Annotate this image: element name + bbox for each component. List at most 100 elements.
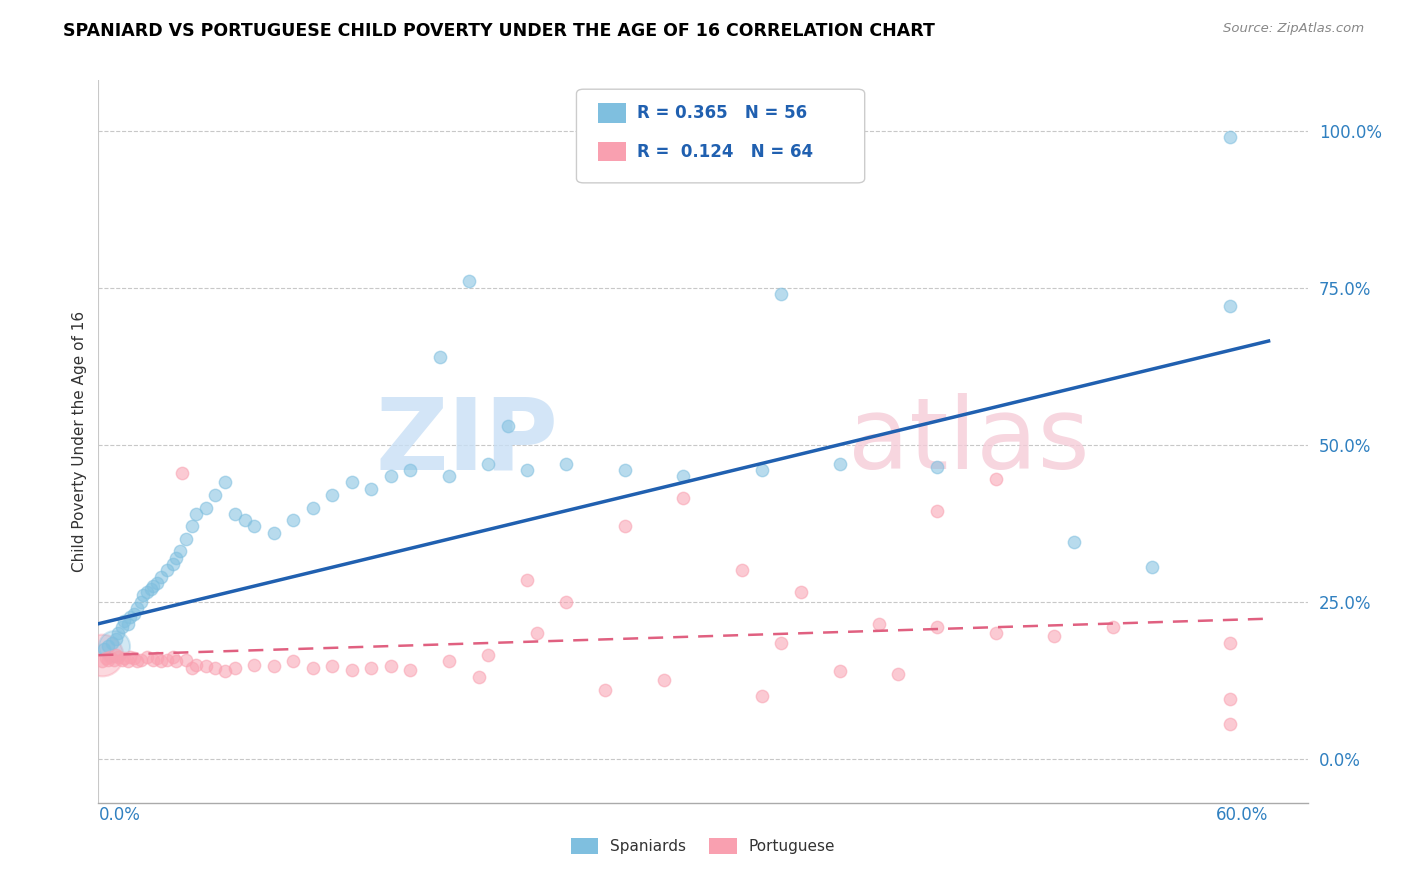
Point: [439, 655, 461, 669]
Point: [516, 573, 538, 587]
Point: [1101, 620, 1123, 634]
Point: [751, 689, 773, 703]
Point: [112, 651, 135, 665]
Point: [91, 655, 114, 669]
Point: [194, 658, 217, 673]
Point: [731, 563, 754, 577]
Point: [181, 661, 204, 675]
Point: [111, 620, 134, 634]
Point: [1219, 717, 1241, 731]
Point: [283, 513, 305, 527]
Point: [149, 569, 172, 583]
Point: [131, 652, 153, 666]
Point: [127, 601, 149, 615]
Y-axis label: Child Poverty Under the Age of 16: Child Poverty Under the Age of 16: [72, 311, 87, 572]
Point: [174, 652, 197, 666]
Point: [184, 657, 207, 672]
Point: [595, 682, 617, 697]
Point: [984, 472, 1007, 486]
Point: [93, 641, 115, 656]
Point: [984, 626, 1007, 640]
Point: [214, 475, 236, 490]
Point: [142, 652, 165, 666]
Point: [224, 507, 246, 521]
Point: [614, 519, 637, 533]
Point: [132, 589, 155, 603]
Text: atlas: atlas: [848, 393, 1090, 490]
Point: [104, 632, 127, 647]
Text: R =  0.124   N = 64: R = 0.124 N = 64: [637, 143, 813, 161]
Point: [131, 595, 153, 609]
Point: [263, 658, 285, 673]
Point: [111, 652, 134, 666]
Point: [184, 507, 207, 521]
Point: [429, 350, 451, 364]
Point: [1140, 560, 1163, 574]
Point: [214, 664, 236, 678]
Point: [142, 579, 165, 593]
Point: [101, 635, 124, 649]
Text: ZIP: ZIP: [375, 393, 558, 490]
Point: [98, 650, 121, 665]
Point: [516, 463, 538, 477]
Point: [751, 463, 773, 477]
Point: [380, 469, 402, 483]
Point: [139, 582, 162, 597]
Point: [165, 550, 187, 565]
Point: [439, 469, 461, 483]
Point: [1219, 300, 1241, 314]
Point: [263, 525, 285, 540]
Point: [283, 655, 305, 669]
Point: [321, 658, 343, 673]
Point: [321, 488, 343, 502]
Point: [340, 663, 363, 677]
Point: [380, 658, 402, 673]
Text: SPANIARD VS PORTUGUESE CHILD POVERTY UNDER THE AGE OF 16 CORRELATION CHART: SPANIARD VS PORTUGUESE CHILD POVERTY UND…: [63, 22, 935, 40]
Point: [526, 626, 548, 640]
Point: [107, 650, 129, 665]
Point: [828, 457, 851, 471]
Point: [122, 651, 145, 665]
Point: [118, 610, 141, 624]
Point: [769, 635, 792, 649]
Point: [112, 614, 135, 628]
Point: [103, 639, 125, 653]
Point: [136, 585, 159, 599]
Point: [887, 667, 910, 681]
Point: [769, 286, 792, 301]
Point: [169, 544, 191, 558]
Point: [925, 620, 948, 634]
Point: [477, 457, 499, 471]
Point: [117, 616, 139, 631]
Point: [1219, 129, 1241, 144]
Point: [136, 650, 159, 665]
Point: [233, 513, 256, 527]
Point: [672, 469, 695, 483]
Point: [103, 652, 125, 666]
Point: [399, 663, 422, 677]
Point: [181, 519, 204, 533]
Point: [91, 648, 114, 662]
Point: [104, 648, 127, 662]
Point: [172, 466, 194, 480]
Point: [174, 532, 197, 546]
Point: [146, 651, 169, 665]
Point: [122, 607, 145, 622]
Point: [146, 575, 169, 590]
Point: [1219, 635, 1241, 649]
Point: [467, 670, 489, 684]
Point: [224, 661, 246, 675]
Point: [127, 655, 149, 669]
Point: [243, 519, 266, 533]
Point: [117, 655, 139, 669]
Point: [360, 661, 382, 675]
Point: [672, 491, 695, 505]
Point: [789, 585, 811, 599]
Point: [118, 650, 141, 665]
Text: Source: ZipAtlas.com: Source: ZipAtlas.com: [1223, 22, 1364, 36]
Point: [204, 488, 226, 502]
Point: [652, 673, 675, 688]
Point: [925, 459, 948, 474]
Point: [97, 639, 120, 653]
Point: [162, 557, 184, 571]
